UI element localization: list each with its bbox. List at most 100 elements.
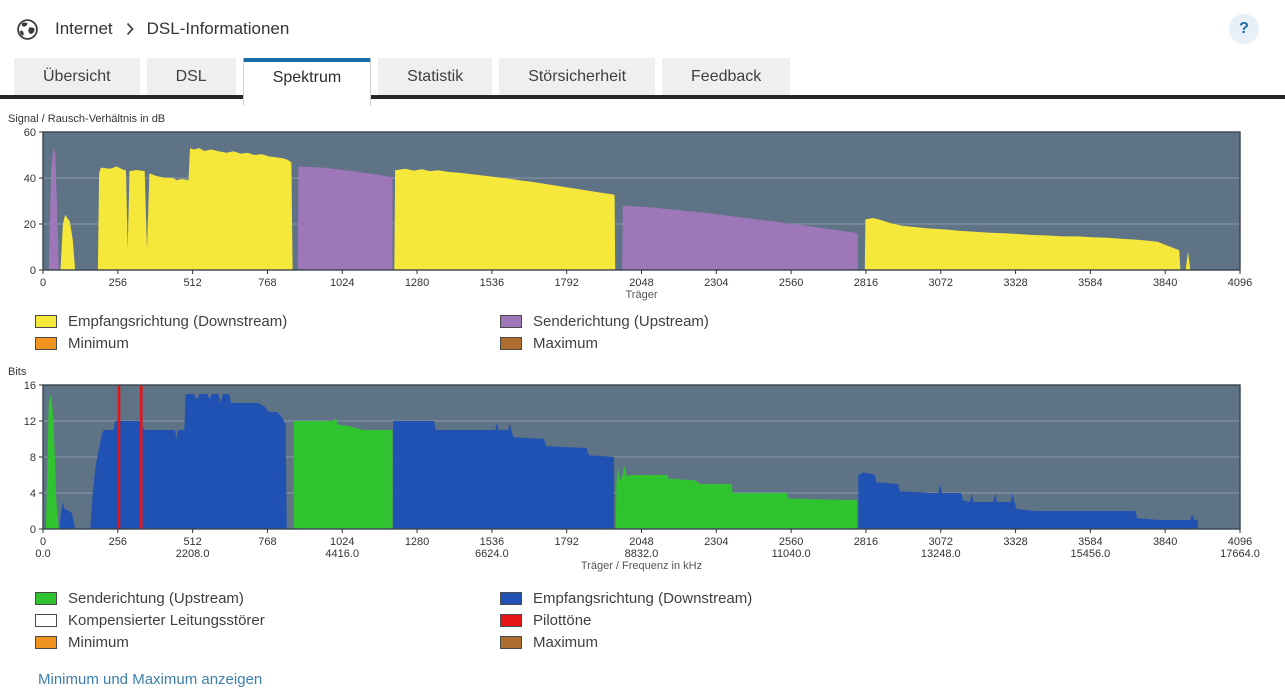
svg-text:0: 0 bbox=[30, 265, 36, 277]
svg-text:60: 60 bbox=[24, 127, 36, 139]
svg-text:0: 0 bbox=[30, 524, 36, 536]
svg-text:2816: 2816 bbox=[854, 536, 878, 548]
svg-text:1024: 1024 bbox=[330, 536, 354, 548]
bits-chart: 0 256 512 768 1024 1280 1536 1792 2048 2304 2560 28… bbox=[24, 380, 1260, 572]
legend-swatch bbox=[500, 635, 522, 649]
svg-text:512: 512 bbox=[183, 277, 201, 289]
svg-text:3584: 3584 bbox=[1078, 536, 1102, 548]
svg-text:4: 4 bbox=[30, 488, 36, 500]
legend-swatch bbox=[500, 314, 522, 328]
legend-label: Minimum bbox=[68, 633, 129, 651]
chevron-right-icon bbox=[126, 22, 134, 36]
legend-label: Minimum bbox=[68, 334, 129, 352]
svg-text:Träger / Frequenz in kHz: Träger / Frequenz in kHz bbox=[581, 560, 702, 572]
snr-chart-title: Signal / Rausch-Verhältnis in dB bbox=[8, 113, 166, 125]
legend-item: Senderichtung (Upstream) bbox=[500, 313, 709, 330]
svg-text:17664.0: 17664.0 bbox=[1220, 548, 1260, 560]
svg-text:0: 0 bbox=[40, 277, 46, 289]
snr-legend: Empfangsrichtung (Downstream) Senderichtu… bbox=[0, 310, 1285, 354]
legend-item: Empfangsrichtung (Downstream) bbox=[500, 590, 752, 607]
svg-text:768: 768 bbox=[258, 277, 276, 289]
legend-label: Maximum bbox=[533, 334, 599, 352]
svg-text:1280: 1280 bbox=[405, 536, 429, 548]
svg-text:40: 40 bbox=[24, 173, 36, 185]
svg-text:4096: 4096 bbox=[1228, 536, 1252, 548]
tab-bersicht[interactable]: Übersicht bbox=[14, 58, 140, 95]
svg-text:256: 256 bbox=[109, 536, 127, 548]
svg-text:0: 0 bbox=[40, 536, 46, 548]
tab-strsicherheit[interactable]: Störsicherheit bbox=[499, 58, 656, 95]
legend-label: Kompensierter Leitungsstörer bbox=[68, 611, 265, 629]
svg-text:2048: 2048 bbox=[629, 536, 653, 548]
breadcrumb-page: DSL-Informationen bbox=[146, 19, 290, 38]
legend-item: Minimum bbox=[35, 335, 500, 352]
svg-text:8: 8 bbox=[30, 452, 36, 464]
legend-swatch bbox=[35, 591, 57, 605]
svg-text:3072: 3072 bbox=[929, 536, 953, 548]
legend-swatch bbox=[500, 591, 522, 605]
svg-text:4096: 4096 bbox=[1228, 277, 1252, 289]
tab-feedback[interactable]: Feedback bbox=[662, 58, 791, 95]
breadcrumb-section[interactable]: Internet bbox=[55, 19, 113, 38]
legend-row: Senderichtung (Upstream) Empfangsrichtung… bbox=[0, 587, 1285, 609]
legend-label: Senderichtung (Upstream) bbox=[533, 312, 709, 330]
svg-text:6624.0: 6624.0 bbox=[475, 548, 509, 560]
breadcrumb: Internet DSL-Informationen ? bbox=[0, 0, 1285, 58]
svg-text:12: 12 bbox=[24, 416, 36, 428]
svg-text:3840: 3840 bbox=[1153, 277, 1177, 289]
legend-swatch bbox=[35, 314, 57, 328]
bits-legend: Senderichtung (Upstream) Empfangsrichtung… bbox=[0, 587, 1285, 653]
svg-text:3584: 3584 bbox=[1078, 277, 1102, 289]
legend-row: Minimum Maximum bbox=[0, 631, 1285, 653]
svg-text:3840: 3840 bbox=[1153, 536, 1177, 548]
legend-item: Empfangsrichtung (Downstream) bbox=[35, 313, 500, 330]
tab-spektrum[interactable]: Spektrum bbox=[242, 58, 372, 106]
legend-item: Senderichtung (Upstream) bbox=[35, 590, 500, 607]
legend-item: Minimum bbox=[35, 634, 500, 651]
legend-label: Empfangsrichtung (Downstream) bbox=[68, 312, 288, 330]
tab-bar: Übersicht DSL Spektrum Statistik Störsicherh… bbox=[0, 58, 1285, 107]
tab-dsl[interactable]: DSL bbox=[146, 58, 236, 95]
legend-label: Maximum bbox=[533, 633, 599, 651]
svg-text:2048: 2048 bbox=[629, 277, 653, 289]
internet-globe-icon bbox=[16, 18, 39, 41]
svg-text:3328: 3328 bbox=[1003, 536, 1027, 548]
svg-text:2208.0: 2208.0 bbox=[176, 548, 210, 560]
svg-text:0.0: 0.0 bbox=[35, 548, 50, 560]
svg-text:1792: 1792 bbox=[554, 277, 578, 289]
show-min-max-link[interactable]: Minimum und Maximum anzeigen bbox=[38, 671, 263, 688]
legend-item: Kompensierter Leitungsstörer bbox=[35, 612, 500, 629]
svg-text:3328: 3328 bbox=[1003, 277, 1027, 289]
legend-swatch bbox=[500, 336, 522, 350]
snr-chart: 0 256 512 768 1024 1280 1536 1792 2048 2304 2560 28… bbox=[24, 127, 1252, 301]
svg-text:11040.0: 11040.0 bbox=[772, 548, 811, 560]
legend-item: Maximum bbox=[500, 335, 598, 352]
legend-row: Kompensierter Leitungsstörer Pilottöne bbox=[0, 609, 1285, 631]
svg-text:4416.0: 4416.0 bbox=[325, 548, 359, 560]
svg-text:768: 768 bbox=[258, 536, 276, 548]
svg-text:1536: 1536 bbox=[480, 277, 504, 289]
legend-swatch bbox=[35, 635, 57, 649]
legend-row: Minimum Maximum bbox=[0, 332, 1285, 354]
svg-text:2304: 2304 bbox=[704, 277, 728, 289]
svg-text:Träger: Träger bbox=[626, 289, 658, 301]
svg-text:512: 512 bbox=[183, 536, 201, 548]
svg-text:1024: 1024 bbox=[330, 277, 354, 289]
tab-bar-rule bbox=[0, 95, 1285, 99]
svg-text:20: 20 bbox=[24, 219, 36, 231]
svg-text:2816: 2816 bbox=[854, 277, 878, 289]
legend-swatch bbox=[35, 336, 57, 350]
tab-statistik[interactable]: Statistik bbox=[378, 58, 493, 95]
legend-swatch bbox=[35, 613, 57, 627]
svg-text:1536: 1536 bbox=[480, 536, 504, 548]
help-button[interactable]: ? bbox=[1229, 14, 1259, 44]
legend-item: Maximum bbox=[500, 634, 598, 651]
svg-text:256: 256 bbox=[109, 277, 127, 289]
svg-text:8832.0: 8832.0 bbox=[625, 548, 659, 560]
legend-row: Empfangsrichtung (Downstream) Senderichtu… bbox=[0, 310, 1285, 332]
legend-label: Senderichtung (Upstream) bbox=[68, 589, 244, 607]
svg-text:2560: 2560 bbox=[779, 536, 803, 548]
legend-item: Pilottöne bbox=[500, 612, 591, 629]
legend-label: Empfangsrichtung (Downstream) bbox=[533, 589, 753, 607]
svg-text:2304: 2304 bbox=[704, 536, 728, 548]
